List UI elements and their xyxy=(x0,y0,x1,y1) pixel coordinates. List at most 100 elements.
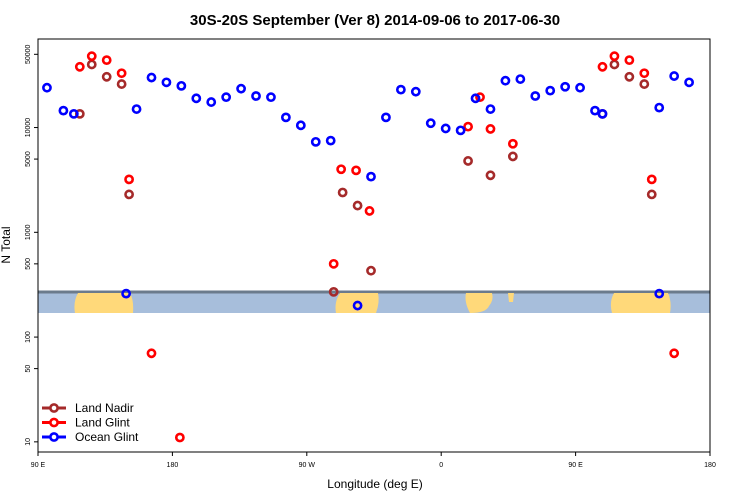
data-point xyxy=(684,77,694,88)
data-point xyxy=(310,136,321,147)
data-point xyxy=(116,68,127,79)
data-point xyxy=(366,171,376,182)
legend-marker xyxy=(49,403,59,413)
data-point xyxy=(646,174,657,185)
series-land-glint xyxy=(74,51,680,443)
data-point xyxy=(515,74,526,84)
data-point xyxy=(280,112,291,123)
data-point xyxy=(58,105,69,116)
data-point xyxy=(206,97,217,107)
data-point xyxy=(597,108,608,119)
x-axis-title: Longitude (deg E) xyxy=(327,477,422,491)
data-point xyxy=(609,59,620,70)
data-point xyxy=(470,93,481,104)
data-point xyxy=(176,80,187,91)
data-point xyxy=(191,93,202,104)
x-tick-label: 90 W xyxy=(299,462,316,469)
x-tick-label: 180 xyxy=(704,462,716,469)
data-point xyxy=(328,286,339,297)
data-point xyxy=(485,104,496,114)
y-tick-label: 10 xyxy=(25,438,32,446)
data-point xyxy=(639,79,650,89)
y-tick-label: 50 xyxy=(25,365,32,373)
data-point xyxy=(68,108,79,119)
data-point xyxy=(101,71,112,82)
data-point xyxy=(654,288,665,299)
data-point xyxy=(425,118,436,129)
axis-ticks: 10 50 100 500 1000 5000 10000 50000 90 E 180 90 W 0… xyxy=(25,44,716,469)
x-tick-label: 0 xyxy=(439,462,443,469)
data-point xyxy=(86,59,97,70)
data-point xyxy=(590,105,600,116)
series-ocean-glint xyxy=(42,71,694,311)
data-point xyxy=(440,123,451,134)
data-point xyxy=(410,86,421,97)
data-point xyxy=(352,300,363,311)
map-strip xyxy=(38,290,710,313)
data-point xyxy=(395,84,406,95)
data-point xyxy=(639,68,650,79)
plot-frame xyxy=(37,38,711,453)
x-tick-label: 90 E xyxy=(31,462,46,469)
data-point xyxy=(597,61,608,72)
y-tick-label: 10000 xyxy=(25,118,32,138)
data-point xyxy=(295,120,306,131)
y-tick-label: 100 xyxy=(25,331,32,343)
legend-label: Land Glint xyxy=(75,416,130,430)
data-point xyxy=(575,82,585,93)
landmass-shape xyxy=(465,293,493,313)
data-point xyxy=(174,432,185,443)
landmass-shape xyxy=(610,293,671,313)
data-point xyxy=(624,71,635,82)
data-point xyxy=(485,170,496,181)
legend-marker xyxy=(49,417,59,428)
data-point xyxy=(530,91,541,101)
data-point xyxy=(124,174,134,185)
data-point xyxy=(463,121,473,132)
y-tick-label: 500 xyxy=(25,258,32,270)
data-point xyxy=(236,83,246,94)
legend-label: Ocean Glint xyxy=(75,430,139,444)
data-point xyxy=(337,187,348,198)
series-land-nadir xyxy=(74,59,657,297)
data-point xyxy=(101,55,112,66)
data-point xyxy=(609,51,620,62)
data-point xyxy=(352,200,363,211)
data-point xyxy=(161,77,172,88)
data-point xyxy=(124,189,134,200)
landmass-shape xyxy=(74,293,134,313)
data-point xyxy=(146,348,157,359)
data-point xyxy=(475,92,485,103)
data-point xyxy=(121,288,132,299)
data-point xyxy=(146,72,157,83)
data-point xyxy=(654,102,665,113)
data-point xyxy=(507,138,518,149)
y-tick-label: 1000 xyxy=(25,224,32,240)
chart-title: 30S-20S September (Ver 8) 2014-09-06 to … xyxy=(190,12,560,29)
data-point xyxy=(500,75,511,86)
data-point xyxy=(221,92,232,103)
data-point xyxy=(86,51,97,62)
legend-label: Land Nadir xyxy=(75,401,134,415)
legend-marker xyxy=(49,432,59,442)
y-tick-label: 5000 xyxy=(25,151,32,167)
data-point xyxy=(669,348,680,359)
data-point xyxy=(328,258,339,269)
data-point xyxy=(624,55,635,66)
data-point xyxy=(463,156,473,166)
data-point xyxy=(485,124,496,134)
y-tick-label: 50000 xyxy=(25,44,32,64)
data-point xyxy=(351,165,361,176)
landmass-shape xyxy=(508,293,514,302)
y-axis-title: N Total xyxy=(0,226,13,263)
x-tick-label: 180 xyxy=(167,462,179,469)
data-point xyxy=(74,61,85,72)
data-point xyxy=(507,151,518,162)
data-point xyxy=(364,206,375,216)
data-point xyxy=(455,125,466,136)
data-point xyxy=(545,85,556,96)
data-point xyxy=(131,104,142,114)
data-points xyxy=(42,51,694,443)
data-point xyxy=(381,112,391,123)
